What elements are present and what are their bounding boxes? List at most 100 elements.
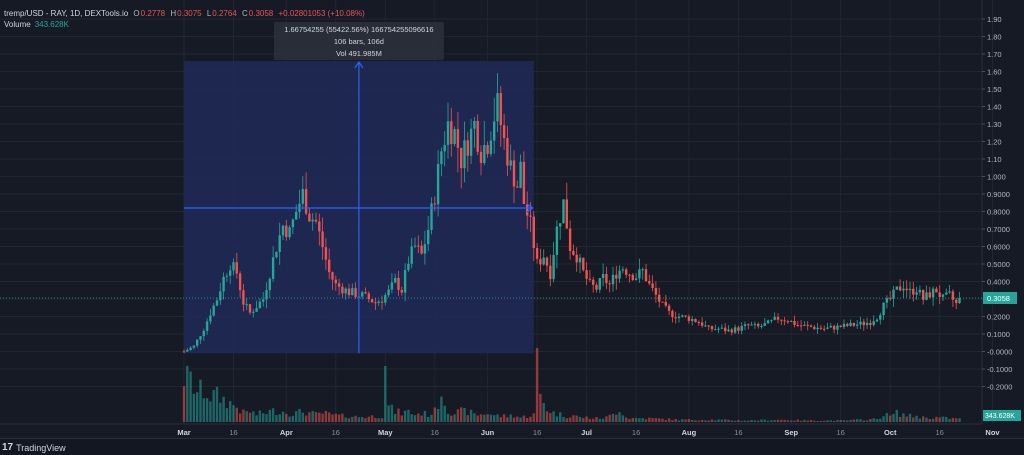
time-tick-label: Jun — [481, 428, 495, 437]
price-tick-label: 0.8000 — [987, 208, 1010, 217]
volume-bar — [829, 420, 832, 422]
volume-bar — [354, 415, 357, 422]
candle-body — [743, 324, 747, 326]
candle-body — [229, 270, 232, 276]
candle-body — [832, 325, 836, 330]
candle-body — [196, 339, 199, 346]
volume-bar — [502, 414, 506, 422]
volume-bar — [760, 419, 763, 422]
price-tick-label: 1.70 — [987, 50, 1002, 59]
candle-body — [875, 319, 879, 322]
volume-bar — [849, 419, 852, 422]
volume-label[interactable]: Volume — [4, 20, 31, 29]
candle-body — [258, 301, 262, 309]
candle-body — [578, 257, 582, 263]
candle-body — [889, 298, 892, 300]
price-tick-label: 1.40 — [987, 103, 1002, 112]
candle-body — [757, 323, 760, 327]
volume-bar — [479, 414, 483, 422]
volume-bar — [948, 419, 951, 422]
volume-bar — [803, 419, 806, 422]
volume-bar — [684, 419, 687, 422]
candle-body — [367, 293, 370, 300]
volume-bar — [466, 415, 469, 422]
candle-body — [773, 316, 776, 320]
candle-body — [783, 320, 786, 322]
volume-bar — [308, 412, 311, 422]
candle-body — [479, 151, 483, 163]
volume-bar — [311, 411, 314, 422]
volume-bar — [951, 417, 955, 422]
tradingview-logo[interactable]: 17 TradingView — [2, 442, 66, 453]
measure-info-line3: Vol 491.985M — [336, 49, 382, 58]
candle-body — [859, 321, 862, 325]
candle-body — [681, 315, 684, 317]
candle-body — [852, 322, 856, 326]
volume-bar — [598, 418, 601, 422]
price-tick-label: 1.90 — [987, 15, 1002, 24]
candle-body — [816, 327, 819, 330]
symbol-label[interactable]: tremp/USD - RAY, 1D, DEXTools.io — [4, 9, 129, 18]
volume-bar — [872, 418, 875, 422]
volume-bar — [288, 416, 291, 422]
volume-bar — [681, 419, 684, 422]
price-chart[interactable]: 1.66754255 (55422.56%) 166754255096616 10… — [0, 0, 1024, 438]
volume-bar — [908, 413, 912, 422]
volume-bar — [575, 415, 578, 422]
candle-body — [446, 121, 450, 145]
candle-body — [796, 324, 799, 326]
candle-body — [334, 279, 337, 284]
volume-bar — [859, 419, 862, 422]
volume-bar — [677, 420, 681, 422]
volume-bar — [733, 420, 737, 422]
candle-body — [846, 323, 849, 326]
volume-bar — [314, 412, 318, 422]
candle-body — [542, 257, 545, 265]
volume-bar — [285, 413, 288, 422]
candle-body — [215, 300, 219, 306]
candle-body — [611, 274, 615, 285]
volume-bar — [885, 413, 889, 422]
candle-body — [648, 281, 651, 284]
candle-body — [466, 140, 469, 156]
volume-bar — [265, 414, 268, 422]
volume-bar — [493, 415, 496, 422]
candle-body — [374, 302, 377, 304]
volume-bar — [644, 419, 648, 422]
volume-bar — [278, 414, 281, 422]
candle-body — [255, 308, 258, 312]
candle-body — [651, 283, 654, 288]
time-tick-label: May — [378, 428, 393, 437]
candle-body — [677, 316, 681, 319]
volume-bar — [341, 413, 344, 422]
candle-body — [473, 120, 476, 129]
candle-body — [753, 323, 757, 325]
volume-bar — [331, 414, 334, 422]
candle-body — [790, 320, 793, 322]
candle-body — [407, 263, 410, 271]
volume-bar — [588, 418, 592, 422]
candle-body — [638, 269, 641, 279]
volume-bar — [516, 416, 519, 422]
volume-bar — [889, 415, 892, 422]
candle-body — [945, 292, 948, 295]
low-value: 0.2764 — [212, 9, 237, 18]
volume-bar — [242, 409, 245, 422]
volume-bar — [397, 408, 400, 422]
volume-bar — [793, 420, 796, 422]
candle-body — [245, 304, 248, 306]
candle-body — [912, 288, 915, 295]
volume-bar — [364, 418, 367, 422]
candle-body — [915, 292, 918, 295]
symbol-row: tremp/USD - RAY, 1D, DEXTools.io O0.2778… — [4, 8, 365, 19]
time-tick-label: Oct — [884, 428, 897, 437]
candle-body — [661, 301, 664, 303]
candle-body — [862, 321, 865, 326]
volume-bar — [839, 419, 842, 422]
candle-body — [301, 189, 304, 204]
candle-body — [707, 325, 710, 327]
candle-body — [341, 286, 344, 294]
price-tick-label: -0.2000 — [987, 383, 1012, 392]
candle-body — [232, 262, 235, 271]
candle-body — [545, 257, 549, 266]
